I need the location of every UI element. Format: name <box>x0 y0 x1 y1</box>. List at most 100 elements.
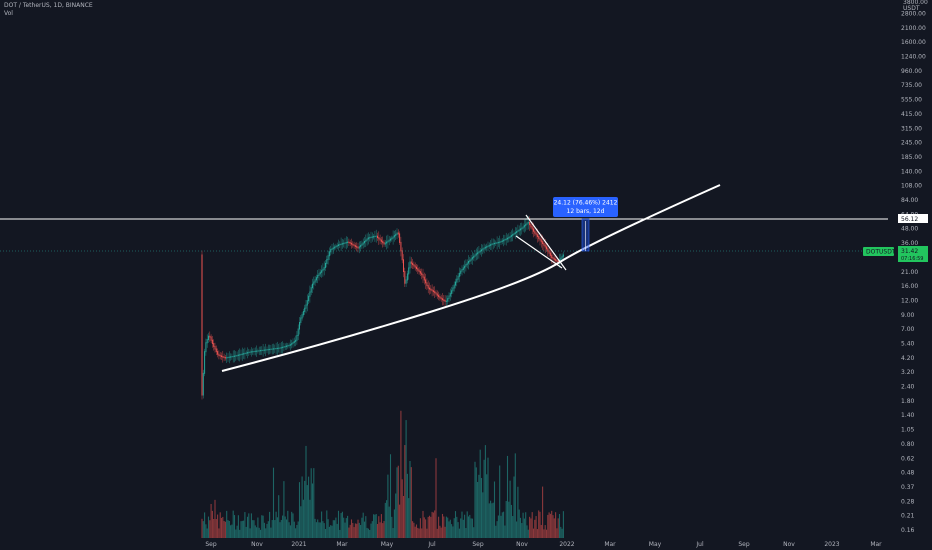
volume-bar <box>393 509 395 538</box>
candle-body <box>548 250 550 254</box>
volume-bar <box>306 485 308 538</box>
volume-bar <box>401 479 403 538</box>
candle-body <box>334 246 336 249</box>
candle-body <box>456 278 458 283</box>
volume-bar <box>217 514 219 538</box>
volume-bar <box>327 519 329 538</box>
candle-body <box>520 228 521 231</box>
candle-body <box>204 351 206 374</box>
volume-bar <box>522 512 524 538</box>
volume-bar <box>318 522 320 538</box>
candle-body <box>257 350 259 352</box>
candle-body <box>517 230 519 233</box>
candle-body <box>473 255 475 259</box>
candle-body <box>232 355 234 358</box>
volume-bar <box>434 510 436 538</box>
volume-bar <box>232 510 234 538</box>
price-axis-label: 2100.00 <box>901 25 926 32</box>
volume-bar <box>499 465 501 538</box>
symbol-title[interactable]: DOT / TetherUS, 1D, BINANCE <box>4 2 93 9</box>
candle-body <box>462 267 464 270</box>
volume-bar <box>466 511 468 538</box>
candle-body <box>283 346 285 348</box>
price-axis-label: 12.00 <box>901 297 918 304</box>
chart-header: DOT / TetherUS, 1D, BINANCE Vol <box>4 2 93 18</box>
volume-bar <box>461 511 463 538</box>
candle-body <box>293 340 295 343</box>
candle-body <box>341 243 343 245</box>
volume-bar <box>243 520 245 538</box>
volume-bar <box>261 515 263 538</box>
candle-body <box>377 235 378 238</box>
volume-bar <box>302 499 304 538</box>
candle-body <box>413 264 415 267</box>
candle-body <box>416 266 417 270</box>
volume-bar <box>396 467 398 538</box>
volume-bar <box>430 516 432 538</box>
volume-bar <box>314 518 316 538</box>
candle-body <box>300 317 302 323</box>
candle-body <box>464 265 466 269</box>
candle-body <box>477 252 479 255</box>
volume-bar <box>402 496 405 538</box>
candle-body <box>438 294 440 298</box>
candle-body <box>211 339 213 344</box>
candle-body <box>526 222 528 225</box>
candle-body <box>401 250 403 261</box>
candle-body <box>288 344 290 347</box>
volume-bar <box>373 514 375 538</box>
svg-text:07:16:59: 07:16:59 <box>901 256 923 262</box>
volume-bar <box>464 514 466 538</box>
price-axis-label: 5.40 <box>901 340 915 347</box>
volume-bar <box>465 528 467 538</box>
price-axis-label: 4.20 <box>901 355 915 362</box>
candle-body <box>306 300 308 306</box>
time-axis-label: Mar <box>604 541 616 548</box>
wedge-upper-line[interactable] <box>525 214 567 271</box>
volume-bar <box>483 459 485 538</box>
price-axis-label: 0.37 <box>901 484 915 491</box>
volume-bar <box>544 525 546 538</box>
parabolic-trend-curve[interactable] <box>221 184 721 372</box>
wedge-lower-line[interactable] <box>515 235 563 269</box>
volume-bar <box>275 511 277 538</box>
volume-bar <box>376 523 379 538</box>
candle-body <box>534 230 536 234</box>
volume-bar <box>237 515 239 538</box>
candle-body <box>391 237 393 240</box>
candle-body <box>390 238 391 241</box>
volume-bar <box>313 468 315 538</box>
volume-bar <box>213 518 215 538</box>
volume-bar <box>250 513 252 538</box>
volume-bar <box>319 522 321 538</box>
price-axis-label: 1.40 <box>901 412 915 419</box>
candle-body <box>425 279 427 284</box>
volume-bar <box>379 522 381 538</box>
volume-bar <box>512 516 514 538</box>
volume-bar <box>248 513 250 538</box>
candle-body <box>253 350 255 353</box>
volume-bar <box>356 523 358 538</box>
volume-bar <box>435 458 437 538</box>
volume-bar <box>352 522 354 538</box>
volume-bar <box>456 516 458 538</box>
candle-body <box>287 345 289 347</box>
svg-text:31.42: 31.42 <box>901 248 918 255</box>
volume-bar <box>369 529 371 538</box>
candle-body <box>370 236 372 239</box>
candle-body <box>421 272 423 276</box>
candle-body <box>270 348 272 350</box>
price-axis-label: 36.00 <box>901 240 918 247</box>
candle-body <box>284 345 286 348</box>
volume-bar <box>517 486 519 538</box>
time-axis-label: Jul <box>427 541 436 548</box>
volume-bar <box>366 527 368 538</box>
candle-body <box>296 335 298 341</box>
time-axis[interactable]: Sep Nov 2021 Mar May Jul Sep Nov 2022 Mar May Jul Se… <box>205 541 882 548</box>
volume-indicator-label[interactable]: Vol <box>4 10 13 17</box>
candle-body <box>223 356 225 359</box>
measure-tooltip-line2: 12 bars, 12d <box>567 208 605 215</box>
